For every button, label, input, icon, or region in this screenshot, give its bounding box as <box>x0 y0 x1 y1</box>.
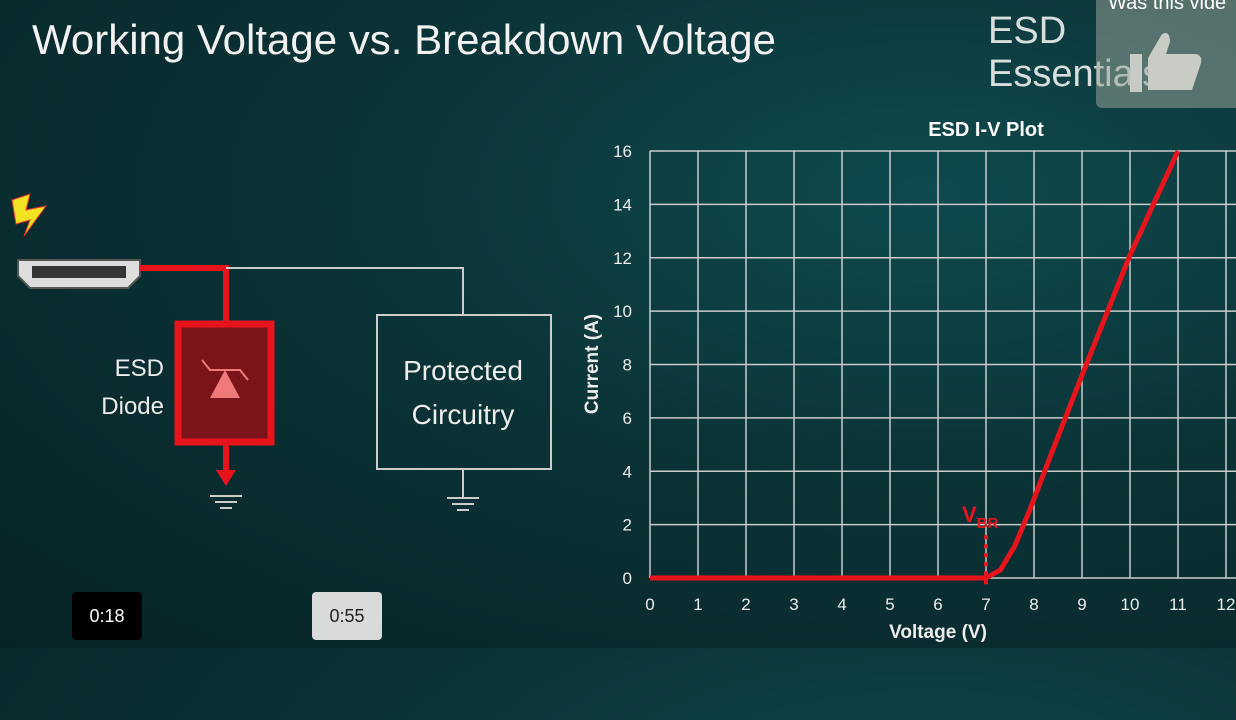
chart-title: ESD I-V Plot <box>928 119 1044 141</box>
y-axis-label: Current (A) <box>582 314 603 414</box>
duration-label: 0:55 <box>312 592 382 640</box>
x-axis-label: Voltage (V) <box>889 622 987 643</box>
x-tick-label: 9 <box>1077 595 1086 614</box>
current-time-label: 0:18 <box>72 592 142 640</box>
y-tick-label: 0 <box>623 569 632 588</box>
y-tick-label: 4 <box>623 462 632 481</box>
x-tick-label: 0 <box>645 595 654 614</box>
x-tick-label: 11 <box>1169 595 1187 614</box>
x-tick-label: 6 <box>933 595 942 614</box>
y-tick-label: 6 <box>623 409 632 428</box>
y-tick-label: 8 <box>623 356 632 375</box>
x-tick-label: 3 <box>789 595 798 614</box>
x-tick-label: 12 <box>1217 595 1236 614</box>
x-tick-label: 5 <box>885 595 894 614</box>
x-tick-label: 8 <box>1029 595 1038 614</box>
x-tick-label: 7 <box>981 595 990 614</box>
y-tick-label: 16 <box>613 142 632 161</box>
x-tick-label: 4 <box>837 595 846 614</box>
y-tick-label: 2 <box>623 516 632 535</box>
x-tick-label: 2 <box>741 595 750 614</box>
y-tick-label: 14 <box>613 195 632 214</box>
y-tick-label: 10 <box>613 302 632 321</box>
x-tick-label: 10 <box>1121 595 1140 614</box>
x-tick-label: 1 <box>693 595 702 614</box>
y-tick-label: 12 <box>613 249 632 268</box>
vbr-annotation: VBR <box>962 502 999 532</box>
